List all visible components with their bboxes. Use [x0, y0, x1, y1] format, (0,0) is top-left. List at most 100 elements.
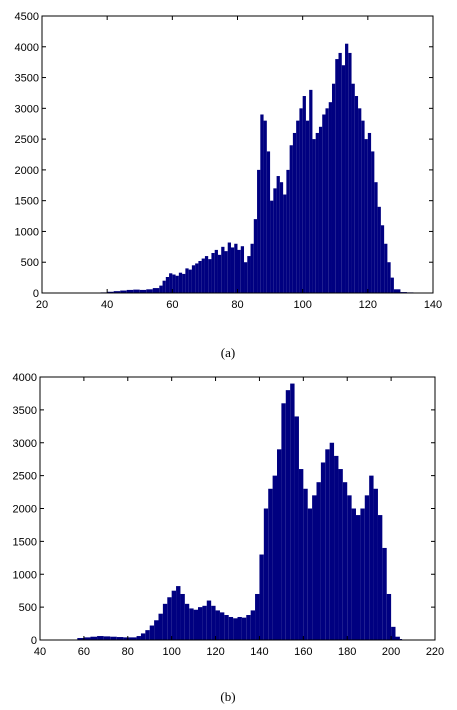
- histogram-bar: [387, 262, 391, 293]
- histogram-bar: [315, 132, 319, 293]
- histogram-bar: [335, 59, 339, 294]
- x-tick-label: 60: [78, 646, 90, 658]
- histogram-bar: [240, 246, 245, 293]
- histogram-bar: [233, 618, 238, 640]
- histogram-bar: [351, 508, 356, 640]
- histogram-bar: [198, 260, 202, 293]
- y-tick-label: 2000: [15, 165, 39, 177]
- histogram-bar: [219, 612, 225, 640]
- histogram-bar: [224, 251, 228, 293]
- y-tick-label: 4000: [15, 42, 39, 54]
- histogram-bar: [351, 83, 355, 294]
- histogram-bar: [110, 636, 117, 640]
- histogram-bar: [391, 626, 396, 640]
- histogram-bar: [342, 482, 348, 640]
- histogram-bar: [154, 620, 159, 640]
- histogram-bar: [354, 96, 359, 294]
- histogram-bar: [290, 383, 295, 640]
- y-tick-label: 500: [21, 257, 39, 269]
- histogram-bar: [221, 246, 225, 293]
- x-tick-label: 140: [424, 299, 442, 311]
- y-tick-label: 3500: [13, 405, 37, 417]
- histogram-bar: [367, 132, 372, 293]
- histogram-bar: [191, 265, 196, 293]
- histogram-bar: [136, 636, 141, 640]
- histogram-bar: [279, 182, 284, 293]
- histogram-bar: [255, 593, 260, 640]
- histogram-bar: [247, 256, 251, 293]
- histogram-bar: [309, 89, 313, 294]
- histogram-bar: [97, 636, 104, 640]
- histogram-bar: [103, 636, 111, 640]
- histogram-bar: [276, 176, 280, 293]
- histogram-bar: [211, 252, 215, 293]
- histogram-bar: [202, 605, 207, 640]
- histogram-bar: [283, 194, 287, 293]
- y-tick-label: 3000: [15, 103, 39, 115]
- y-tick-label: 4000: [13, 372, 37, 384]
- histogram-bar: [277, 449, 282, 640]
- histogram-bar: [382, 547, 387, 640]
- histogram-bar: [377, 515, 383, 640]
- histogram-bar: [133, 289, 140, 293]
- histogram-bar: [123, 637, 130, 640]
- histogram-bar: [184, 603, 190, 640]
- histogram-bar: [214, 249, 218, 293]
- histogram-bar: [188, 269, 192, 293]
- histogram-bar: [152, 288, 160, 293]
- histogram-bar: [158, 613, 163, 640]
- histogram-bar: [189, 608, 194, 640]
- histogram-bar: [360, 508, 365, 640]
- histogram-bar: [246, 615, 251, 640]
- histogram-bar: [294, 416, 299, 640]
- x-tick-label: 100: [293, 299, 311, 311]
- histogram-bar: [371, 151, 375, 293]
- histogram-bar: [244, 262, 248, 293]
- histogram-bar: [176, 586, 181, 640]
- x-tick-label: 200: [382, 646, 400, 658]
- histogram-bar: [270, 200, 274, 293]
- histogram-bar: [334, 455, 339, 640]
- histogram-bar: [77, 638, 84, 640]
- x-tick-label: 120: [359, 299, 377, 311]
- histogram-bar: [285, 390, 291, 640]
- histogram-bar: [374, 182, 378, 293]
- histogram-bar: [320, 462, 326, 640]
- histogram-bar: [299, 108, 303, 293]
- histogram-bar: [266, 151, 271, 293]
- histogram-bar: [178, 272, 183, 293]
- x-tick-label: 60: [166, 299, 178, 311]
- histogram-bar: [237, 249, 241, 293]
- histogram-bar: [296, 120, 300, 293]
- histogram-bar: [364, 495, 370, 640]
- x-tick-label: 40: [101, 299, 113, 311]
- x-tick-label: 140: [250, 646, 268, 658]
- y-tick-label: 0: [31, 635, 37, 647]
- y-tick-label: 2500: [15, 134, 39, 146]
- histogram-bar: [120, 290, 127, 293]
- histogram-bar: [145, 630, 150, 640]
- histogram-bar: [116, 637, 124, 640]
- histogram-bar: [312, 495, 317, 640]
- histogram-bar: [228, 616, 234, 640]
- histogram-bar: [316, 482, 321, 640]
- histogram-bar: [182, 273, 186, 293]
- y-tick-label: 3000: [13, 438, 37, 450]
- histogram-bar: [149, 625, 155, 640]
- y-tick-label: 0: [33, 288, 39, 300]
- x-tick-label: 220: [426, 646, 444, 658]
- histogram-bar: [292, 132, 297, 293]
- histogram-bar: [393, 289, 401, 293]
- histogram-bar: [167, 597, 172, 640]
- histogram-bar: [369, 475, 374, 641]
- x-tick-label: 80: [231, 299, 243, 311]
- histogram-bar: [289, 145, 293, 293]
- histogram-bar: [165, 277, 170, 293]
- histogram-bar: [259, 554, 264, 640]
- histogram-bar: [384, 243, 388, 293]
- histogram-bar: [281, 403, 286, 640]
- caption-b: (b): [220, 689, 235, 704]
- histogram-bar: [377, 206, 381, 293]
- histogram-bar: [162, 280, 166, 293]
